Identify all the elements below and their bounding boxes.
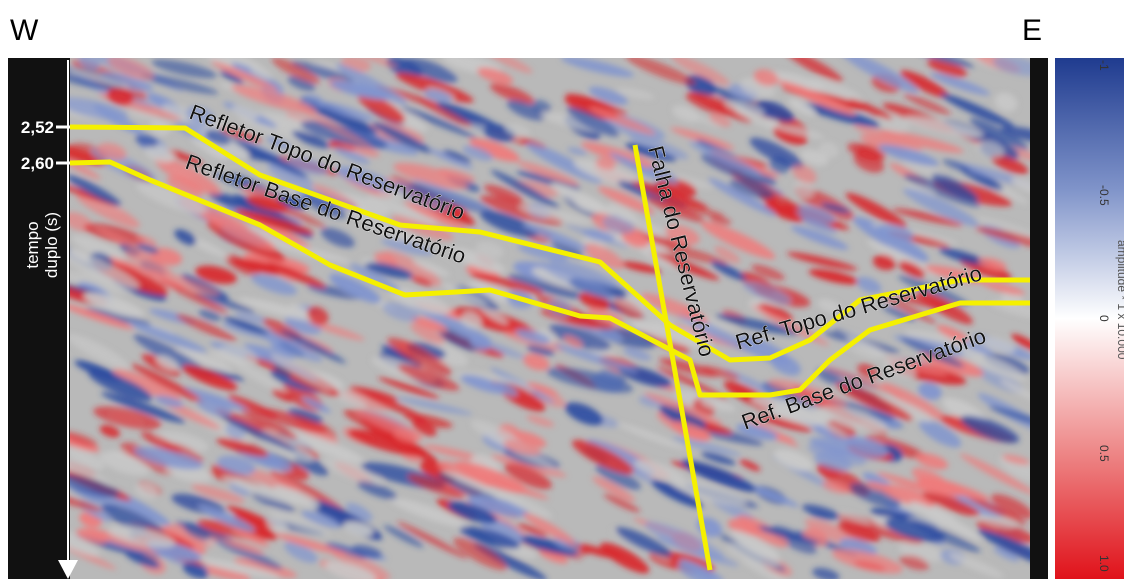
- colorbar-label: 0.5: [1097, 445, 1111, 462]
- time-label-line: duplo (s): [42, 212, 61, 278]
- colorbar: [1055, 58, 1124, 579]
- time-axis-label: tempo duplo (s): [23, 212, 61, 278]
- west-label: W: [10, 14, 39, 47]
- colorbar-title: amplitude * 1 x 10.000: [1115, 240, 1124, 360]
- colorbar-label: -0.5: [1097, 185, 1111, 206]
- seismic-figure: W E 2,52 2,60 tempo duplo (s) Refletor T…: [0, 0, 1124, 579]
- time-tick-label: 2,52: [21, 118, 54, 137]
- right-bar: [1030, 58, 1048, 579]
- east-label: E: [1022, 14, 1042, 47]
- colorbar-label: -1: [1097, 60, 1111, 71]
- page: W E 2,52 2,60 tempo duplo (s) Refletor T…: [0, 0, 1124, 579]
- time-tick-label: 2,60: [21, 154, 54, 173]
- colorbar-label: 1.0: [1097, 555, 1111, 572]
- colorbar-label: 0: [1097, 315, 1111, 322]
- time-label-line: tempo: [23, 221, 42, 268]
